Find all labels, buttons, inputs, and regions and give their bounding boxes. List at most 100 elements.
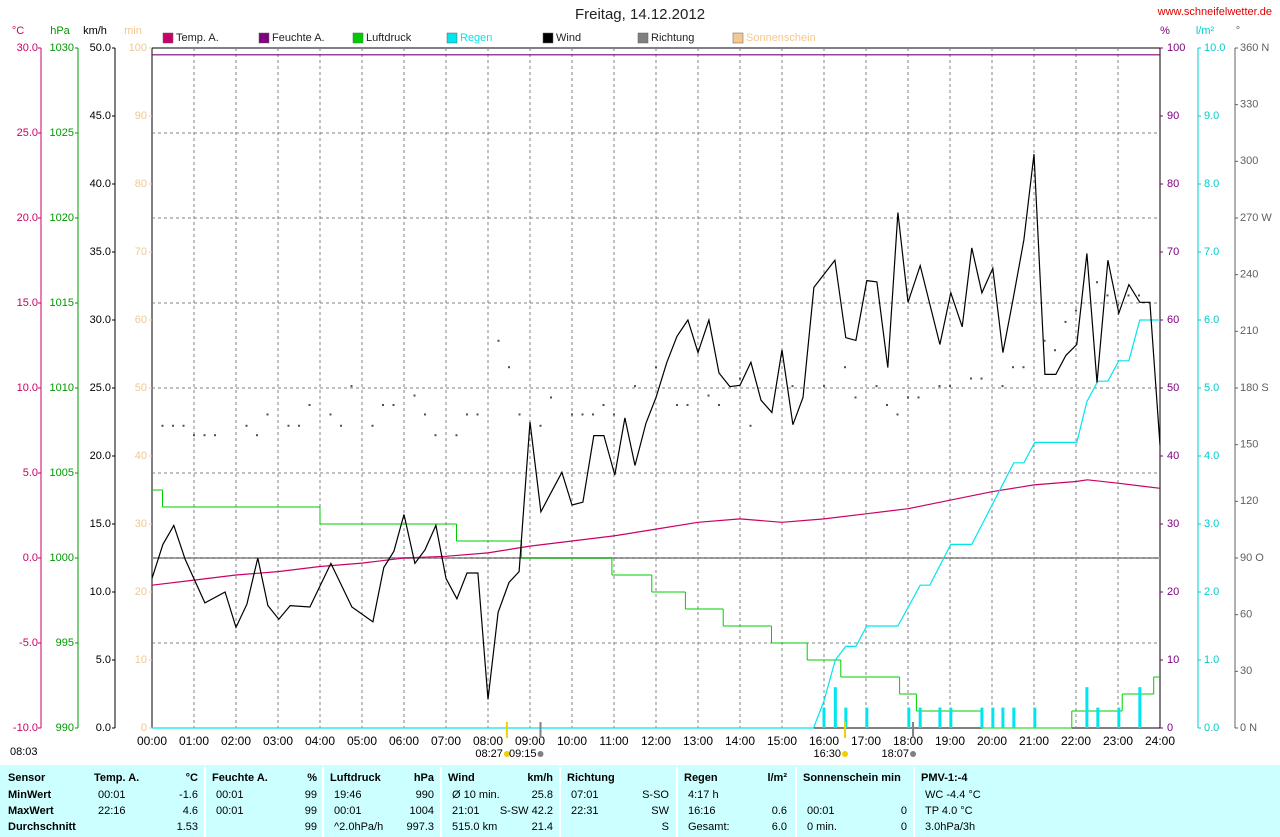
direction-dot [1075,309,1077,312]
direction-dot [182,424,185,427]
direction-dot [791,385,794,388]
direction-dot [455,434,458,437]
y-tick-label: 9.0 [1204,110,1219,122]
direction-dot [1117,303,1119,306]
y-tick-label: 995 [56,637,74,649]
y-tick-label: 1015 [50,297,74,309]
y-tick-label: 35.0 [90,246,111,258]
y-tick-label: 0 N [1240,722,1257,734]
axis-unit: % [1160,25,1170,37]
table-cell: Gesamt: [688,821,730,833]
direction-dot [917,396,920,399]
y-tick-label: 0.0 [1204,722,1219,734]
table-cell: 21:01 [452,805,480,817]
direction-dot [214,434,216,437]
x-tick-label: 10:00 [557,734,587,748]
table-header: Sensor [8,772,46,784]
y-tick-label: 1000 [50,552,74,564]
y-tick-label: 990 [56,722,74,734]
y-tick-label: 1025 [50,127,74,139]
direction-dot [466,413,468,416]
direction-dot [256,434,258,437]
y-tick-label: 1030 [50,42,74,54]
table-header: Temp. A. [94,772,139,784]
y-tick-label: 10 [1167,654,1179,666]
table-cell: 07:01 [571,789,599,801]
x-tick-label: 17:00 [851,734,881,748]
x-tick-label: 15:00 [767,734,797,748]
axis-unit: °C [12,25,24,37]
annotation-label: 09:15 [509,748,537,760]
series-line [151,154,1161,700]
rain-bar [980,707,984,728]
legend-label: Feuchte A. [272,32,325,44]
y-tick-label: 30 [1240,665,1252,677]
table-cell: TP 4.0 °C [925,805,973,817]
rain-bar [918,707,922,728]
y-tick-label: 6.0 [1204,314,1219,326]
table-cell: ^2.0hPa/h [334,821,383,833]
rain-bar [1033,707,1037,728]
direction-dot [980,377,983,380]
table-cell: 0 min. [807,821,837,833]
y-tick-label: 240 [1240,269,1258,281]
table-unit: km/h [527,772,553,784]
direction-dot [907,396,909,399]
direction-dot [739,377,741,380]
direction-dot [172,424,174,427]
y-tick-label: 20 [1167,586,1179,598]
direction-dot [413,394,416,397]
axis-unit: min [124,25,142,37]
table-cell: 99 [305,821,317,833]
direction-dot [424,413,426,416]
table-cell: 6.0 [772,821,787,833]
direction-dot [886,404,888,406]
y-tick-label: 45.0 [90,110,111,122]
table-cell: 22:31 [571,805,599,817]
legend-swatch [637,32,649,44]
legend-swatch [732,32,744,44]
table-unit: l/m² [767,772,787,784]
direction-dot [287,424,290,427]
table-cell: 00:01 [98,789,126,801]
direction-dot [938,385,941,388]
direction-dot [655,366,657,369]
rain-bar [822,707,826,728]
table-cell: -1.6 [179,789,198,801]
direction-dot [875,385,878,388]
x-tick-label: 06:00 [389,734,419,748]
x-tick-label: 04:00 [305,734,335,748]
y-tick-label: 3.0 [1204,518,1219,530]
direction-dot [1127,294,1130,297]
x-tick-label: 00:00 [137,734,167,748]
rain-bar [1117,707,1121,728]
direction-dot [1022,366,1025,369]
direction-dot [193,434,195,437]
rain-bar [865,707,869,728]
rain-bar [833,687,837,728]
direction-dot [329,413,332,416]
direction-dot [676,404,678,406]
rain-bar [938,707,942,728]
direction-dot [350,385,353,388]
legend-label: Sonnenschein [746,32,816,44]
table-cell: 0 [901,821,907,833]
legend-swatch [542,32,554,44]
y-tick-label: 90 [135,110,147,122]
direction-dot [508,366,510,369]
x-tick-label: 05:00 [347,734,377,748]
y-tick-label: 1010 [50,382,74,394]
direction-dot [749,424,752,427]
y-tick-label: 15.0 [90,518,111,530]
table-cell: Ø 10 min. [452,789,500,801]
y-tick-label: 50 [135,382,147,394]
y-tick-label: 300 [1240,155,1258,167]
y-tick-label: 1005 [50,467,74,479]
x-tick-label: 16:00 [809,734,839,748]
y-tick-label: 20.0 [17,212,38,224]
y-tick-label: 0.0 [96,722,111,734]
y-tick-label: 90 O [1240,552,1264,564]
annotation-label: 18:07 [882,748,910,760]
y-tick-label: -5.0 [19,637,38,649]
axis-unit: km/h [83,25,107,37]
